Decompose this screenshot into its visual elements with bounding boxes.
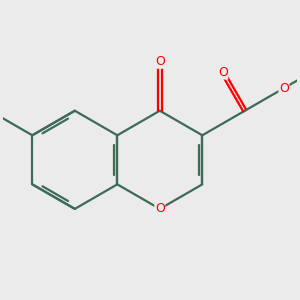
Text: O: O <box>279 82 289 95</box>
Text: O: O <box>218 66 228 79</box>
Text: O: O <box>155 55 165 68</box>
Text: O: O <box>155 202 165 215</box>
